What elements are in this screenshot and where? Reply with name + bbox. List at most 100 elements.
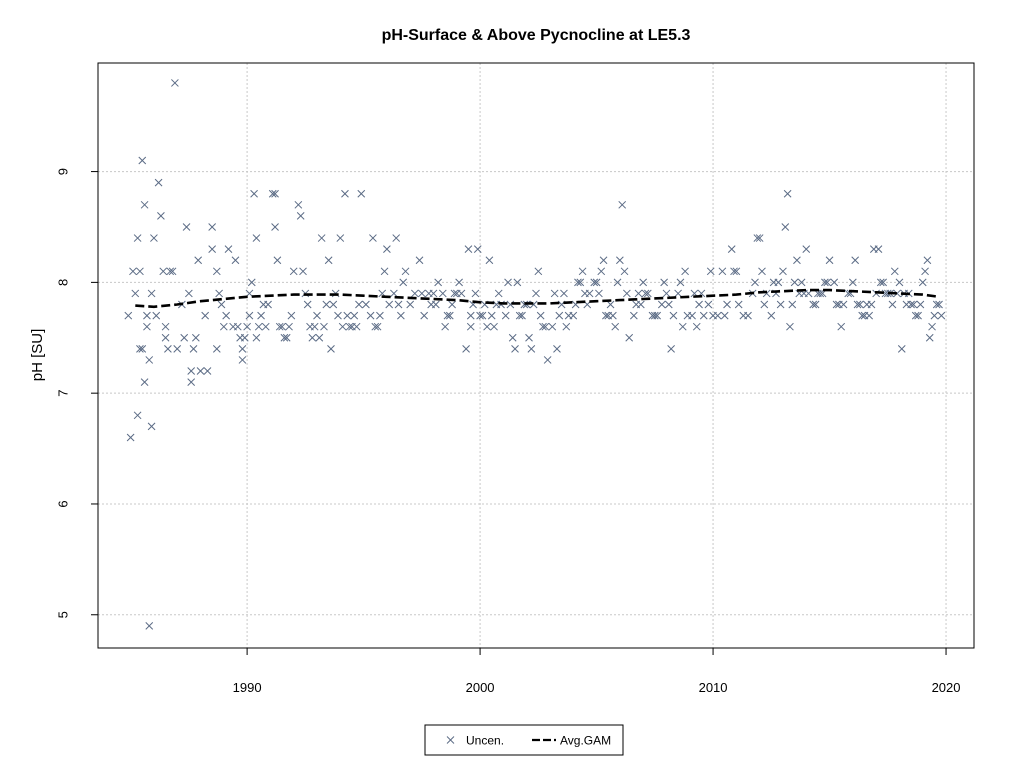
data-point — [473, 245, 482, 253]
data-point — [238, 356, 247, 364]
data-point — [578, 267, 587, 276]
data-point — [504, 278, 512, 287]
data-point — [191, 333, 200, 342]
data-point — [674, 289, 682, 298]
data-point — [166, 267, 175, 276]
data-point — [755, 234, 764, 242]
data-point — [406, 300, 415, 309]
data-point — [171, 79, 179, 87]
data-point — [145, 621, 154, 630]
data-point — [145, 356, 154, 364]
data-point — [609, 311, 617, 320]
data-point — [730, 267, 738, 276]
data-point — [247, 278, 256, 287]
data-point — [639, 278, 648, 287]
data-point — [811, 300, 820, 309]
data-point — [623, 289, 631, 298]
x-tick-label-2020: 2020 — [932, 680, 961, 695]
data-point — [466, 311, 475, 320]
data-point — [154, 178, 163, 187]
data-point — [238, 344, 247, 353]
data-point — [916, 300, 925, 309]
data-point — [322, 300, 331, 309]
data-point — [592, 278, 601, 287]
x-tick-label-2010: 2010 — [699, 680, 728, 695]
data-point — [399, 278, 408, 287]
data-point — [527, 344, 536, 353]
data-point — [753, 234, 762, 242]
data-point — [662, 289, 671, 298]
data-point — [457, 289, 466, 298]
data-point — [893, 289, 901, 298]
data-point — [935, 300, 943, 309]
data-point — [879, 278, 887, 287]
data-point — [781, 223, 790, 231]
data-point — [152, 311, 161, 320]
data-point — [338, 322, 347, 331]
data-point — [676, 278, 685, 287]
data-point — [930, 311, 939, 320]
data-point — [576, 278, 585, 287]
data-point — [706, 267, 715, 276]
data-point — [699, 311, 708, 320]
data-point — [541, 322, 550, 331]
data-point — [401, 267, 410, 276]
data-point — [802, 245, 811, 253]
data-point — [606, 300, 615, 309]
data-point — [273, 256, 282, 265]
data-points — [124, 79, 946, 630]
y-tick-label-9: 9 — [55, 168, 70, 175]
data-point — [867, 300, 876, 309]
data-point — [208, 245, 217, 253]
data-point — [287, 311, 296, 320]
data-point — [264, 300, 272, 309]
data-point — [289, 267, 298, 276]
data-point — [494, 289, 503, 298]
data-point — [203, 367, 212, 375]
data-point — [923, 256, 932, 265]
data-point — [261, 322, 270, 331]
data-point — [562, 322, 571, 331]
data-point — [907, 300, 915, 309]
data-point — [865, 311, 874, 320]
data-point — [143, 311, 151, 320]
data-point — [217, 300, 226, 309]
data-point — [790, 278, 799, 287]
data-point — [718, 267, 727, 276]
data-point — [224, 245, 233, 253]
data-point — [450, 289, 459, 298]
y-tick-label-7: 7 — [55, 390, 70, 397]
data-point — [147, 422, 156, 431]
data-point — [233, 322, 242, 331]
data-point — [343, 311, 352, 320]
data-point — [650, 311, 659, 320]
data-point — [133, 411, 142, 420]
data-point — [848, 278, 857, 287]
data-point — [471, 289, 480, 298]
data-point — [240, 333, 249, 342]
data-point — [257, 311, 265, 320]
data-point — [888, 300, 897, 309]
data-point — [187, 367, 196, 375]
data-point — [466, 322, 475, 331]
data-point — [278, 322, 286, 331]
data-point — [713, 311, 722, 320]
data-point — [150, 234, 158, 242]
data-point — [681, 267, 689, 276]
data-point — [336, 234, 345, 242]
data-point — [890, 267, 899, 276]
data-point — [723, 300, 731, 309]
data-point — [350, 311, 359, 320]
data-point — [767, 311, 776, 320]
data-point — [215, 289, 224, 298]
data-point — [786, 322, 794, 331]
data-point — [620, 267, 629, 276]
data-point — [329, 300, 338, 309]
data-point — [518, 311, 526, 320]
legend-entry-uncensored: Uncen. — [446, 734, 504, 748]
data-point — [299, 267, 307, 276]
data-point — [271, 223, 279, 231]
legend-entry-avg-gam: Avg.GAM — [532, 734, 611, 748]
data-point — [310, 322, 319, 331]
data-point — [161, 333, 170, 342]
